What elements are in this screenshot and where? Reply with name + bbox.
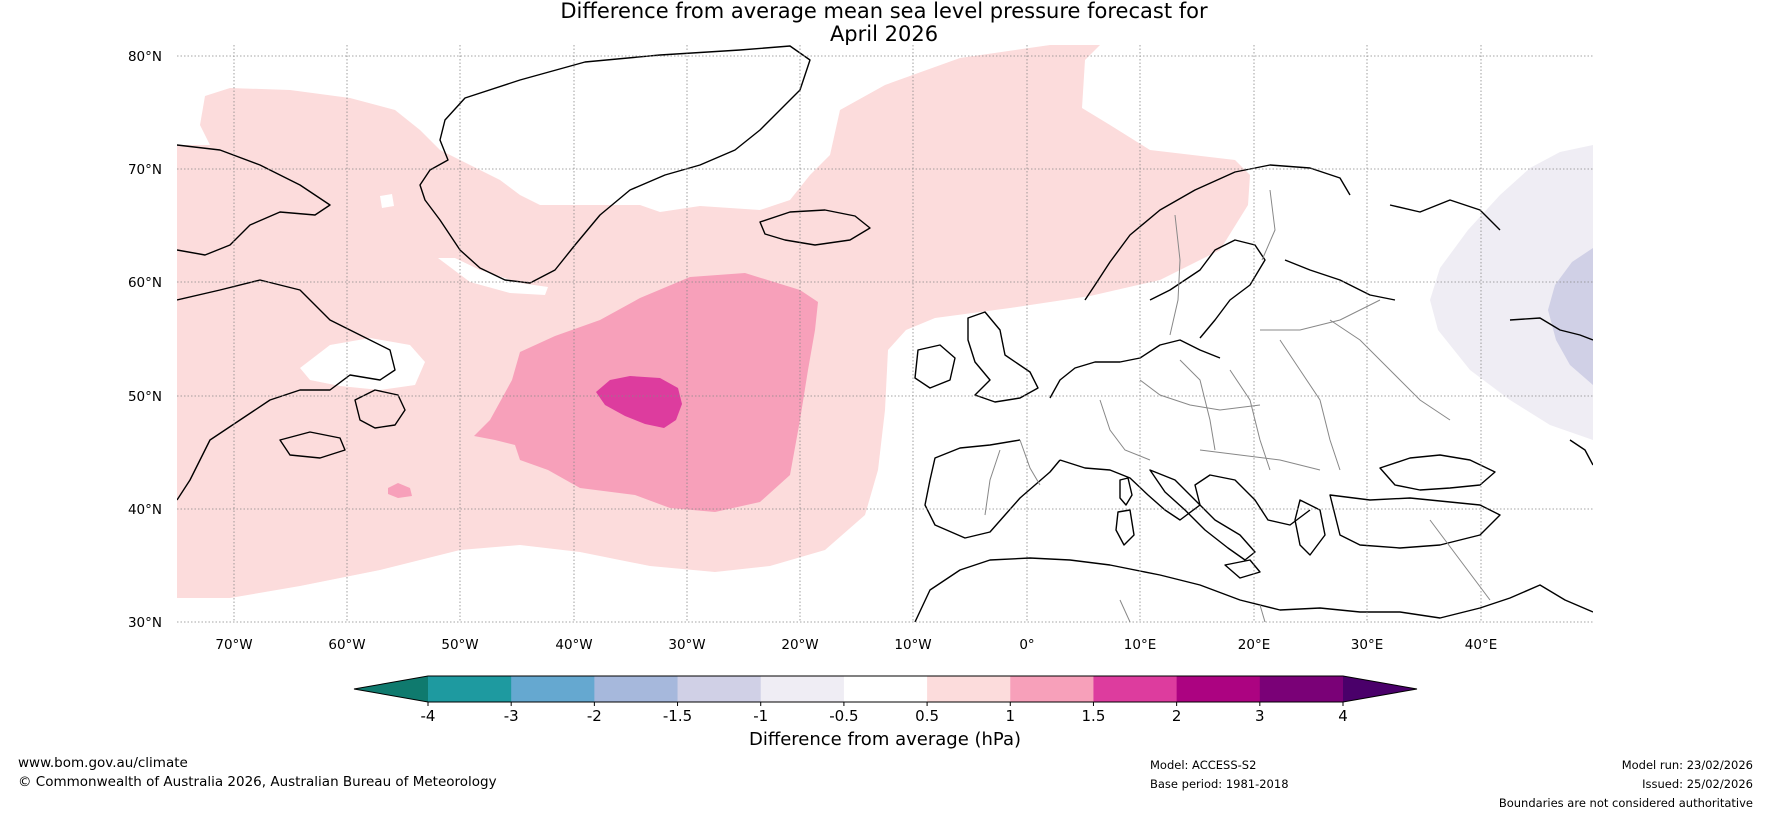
- anomaly-hole-davis-strait: [438, 258, 548, 295]
- model-run-text: Model run: 23/02/2026: [1621, 758, 1753, 772]
- colorbar-segment: [511, 676, 595, 702]
- coast-labrador: [177, 279, 396, 501]
- colorbar-tick-label: 3: [1255, 707, 1265, 725]
- coast-great-britain: [967, 311, 1039, 403]
- graticule: [177, 45, 1593, 623]
- longitude-labels: 70°W 60°W 50°W 40°W 30°W 20°W 10°W 0° 10°E 20°E 30…: [215, 637, 1497, 653]
- colorbar-segment: [927, 676, 1011, 702]
- coast-west-europe: [1049, 339, 1221, 399]
- map-title: Difference from average mean sea level p…: [0, 0, 1770, 46]
- latitude-label: 70°N: [128, 162, 162, 178]
- colorbar-tick-label: -4: [421, 707, 436, 725]
- latitude-label: 40°N: [128, 502, 162, 518]
- colorbar-tick-label: 2: [1172, 707, 1182, 725]
- coast-italy: [1149, 469, 1256, 561]
- colorbar-tick-label: 1.5: [1082, 707, 1106, 725]
- colorbar-segment: [1176, 676, 1261, 702]
- coast-kola: [1509, 317, 1593, 341]
- coast-greece: [1294, 499, 1326, 556]
- colorbar-tick-label: 4: [1338, 707, 1348, 725]
- base-period-text: Base period: 1981-2018: [1150, 777, 1289, 791]
- website-text: www.bom.gov.au/climate: [18, 755, 188, 771]
- longitude-label: 70°W: [215, 637, 252, 653]
- colorbar-extend-max: [1343, 676, 1417, 702]
- coast-russia-arctic: [1389, 199, 1501, 231]
- title-line-1: Difference from average mean sea level p…: [560, 0, 1208, 23]
- latitude-label: 60°N: [128, 275, 162, 291]
- longitude-label: 20°E: [1238, 637, 1270, 653]
- country-borders: [984, 189, 1491, 622]
- coast-baltic: [1149, 239, 1266, 339]
- issued-text: Issued: 25/02/2026: [1642, 777, 1753, 791]
- colorbar: -4 -3 -2 -1.5 -1 -0.5 0.5 1 1.5 2 3 4: [353, 675, 1418, 725]
- anomaly-region-1p5-2: [596, 376, 682, 428]
- colorbar-segment: [760, 676, 845, 702]
- coast-caspian: [1569, 439, 1593, 466]
- coast-baffin: [177, 144, 331, 256]
- colorbar-label: Difference from average (hPa): [749, 729, 1021, 750]
- colorbar-tick-label: -3: [504, 707, 519, 725]
- colorbar-segment: [843, 676, 928, 702]
- longitude-label: 10°W: [894, 637, 931, 653]
- anomaly-hole-labrador: [300, 338, 425, 390]
- colorbar-tick-label: -1: [753, 707, 768, 725]
- longitude-label: 30°W: [668, 637, 705, 653]
- map-area: [177, 45, 1593, 622]
- coast-finland: [1284, 259, 1396, 301]
- latitude-label: 30°N: [128, 615, 162, 631]
- title-line-2: April 2026: [829, 22, 939, 46]
- coast-nova-scotia: [279, 431, 346, 459]
- colorbar-segment: [1093, 676, 1178, 702]
- longitude-label: 10°E: [1124, 637, 1156, 653]
- coast-turkey: [1329, 494, 1501, 549]
- longitude-label: 0°: [1019, 637, 1034, 653]
- copyright-text: © Commonwealth of Australia 2026, Austra…: [18, 774, 497, 790]
- longitude-label: 40°E: [1465, 637, 1497, 653]
- coast-ireland: [914, 344, 956, 389]
- coast-corsica-sardinia: [1115, 477, 1135, 546]
- colorbar-segment: [1259, 676, 1344, 702]
- longitude-label: 40°W: [555, 637, 592, 653]
- model-text: Model: ACCESS-S2: [1150, 758, 1257, 772]
- longitude-label: 20°W: [781, 637, 818, 653]
- colorbar-tick-label: -0.5: [829, 707, 858, 725]
- colorbar-tick-label: 0.5: [915, 707, 939, 725]
- coast-newfoundland: [354, 389, 406, 429]
- coast-norway: [1084, 164, 1351, 301]
- colorbar-segment: [1010, 676, 1094, 702]
- colorbar-segment: [428, 676, 512, 702]
- colorbar-tick-label: -2: [587, 707, 602, 725]
- disclaimer-text: Boundaries are not considered authoritat…: [1498, 796, 1753, 810]
- anomaly-region-small-pink: [388, 483, 412, 498]
- coast-sicily: [1224, 559, 1261, 579]
- coast-iceland: [759, 209, 871, 246]
- coast-iberia: [924, 439, 1061, 539]
- colorbar-tick-label: -1.5: [663, 707, 692, 725]
- longitude-label: 50°W: [441, 637, 478, 653]
- latitude-label: 80°N: [128, 49, 162, 65]
- longitude-label: 30°E: [1351, 637, 1383, 653]
- latitude-label: 50°N: [128, 389, 162, 405]
- colorbar-segment: [677, 676, 762, 702]
- coast-black-sea: [1379, 454, 1496, 491]
- longitude-label: 60°W: [328, 637, 365, 653]
- anomaly-hole-small: [380, 194, 394, 208]
- colorbar-tick-label: 1: [1005, 707, 1015, 725]
- colorbar-segment: [594, 676, 679, 702]
- coast-greenland: [419, 45, 811, 284]
- colorbar-extend-min: [354, 676, 428, 702]
- latitude-labels: 80°N 70°N 60°N 50°N 40°N 30°N: [128, 49, 162, 631]
- anomaly-region-neg-0p5--1: [1430, 145, 1593, 440]
